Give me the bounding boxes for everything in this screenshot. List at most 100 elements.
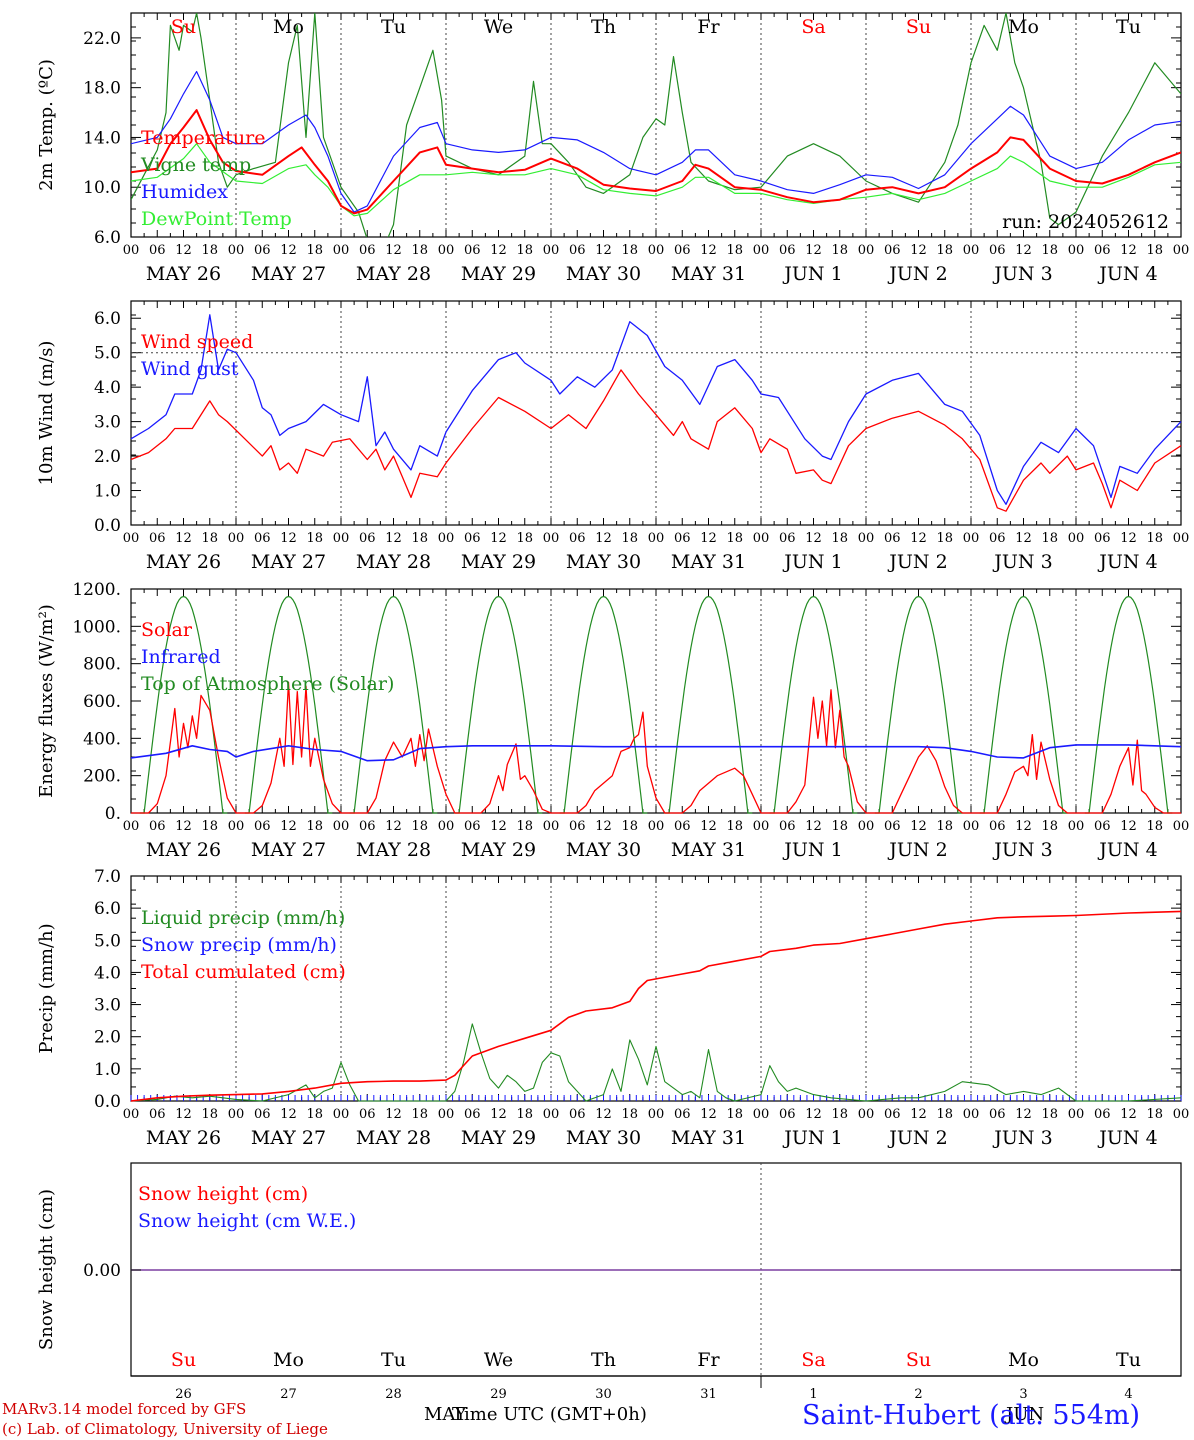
hour-tick-label: 00 [228,1107,245,1122]
y-tick-label: 0.0 [94,516,121,536]
y-tick-label: 1000. [72,617,121,637]
hour-tick-label: 18 [201,243,218,258]
hour-tick-label: 18 [516,531,533,546]
hour-tick-label: 00 [123,531,140,546]
hour-tick-label: 18 [516,243,533,258]
date-label: MAY 31 [671,551,746,573]
hour-tick-label: 00 [1068,531,1085,546]
y-tick-label: 18.0 [83,79,121,99]
date-label: JUN 3 [992,263,1052,285]
hour-tick-label: 06 [989,819,1006,834]
date-label: MAY 26 [146,839,221,861]
hour-tick-label: 12 [805,1107,822,1122]
date-label: MAY 26 [146,551,221,573]
hour-tick-label: 06 [569,243,586,258]
hour-tick-label: 18 [621,531,638,546]
day-number-label: 4 [1124,1387,1132,1402]
model-credit: MARv3.14 model forced by GFS [2,1400,247,1418]
date-label: MAY 26 [146,1127,221,1149]
hour-tick-label: 12 [385,531,402,546]
date-label: MAY 28 [356,1127,431,1149]
hour-tick-label: 18 [1041,531,1058,546]
toa-arc [244,595,333,814]
y-axis-title: Energy fluxes (W/m²) [36,604,57,798]
date-label: MAY 28 [356,263,431,285]
hour-tick-label: 00 [123,1107,140,1122]
hour-tick-label: 00 [543,819,560,834]
date-label: MAY 30 [566,839,641,861]
y-tick-label: 5.0 [94,344,121,364]
hour-tick-label: 12 [385,819,402,834]
day-number-label: 31 [700,1387,717,1402]
date-label: JUN 1 [782,1127,842,1149]
y-tick-label: 6.0 [94,228,121,248]
date-label: JUN 3 [992,1127,1052,1149]
hour-tick-label: 18 [201,531,218,546]
y-tick-label: 2.0 [94,447,121,467]
date-label: MAY 27 [251,551,326,573]
legend-entry: DewPoint Temp [141,208,292,230]
hour-tick-label: 00 [438,243,455,258]
y-tick-label: 10.0 [83,178,121,198]
hour-tick-label: 12 [805,531,822,546]
hour-tick-label: 18 [831,243,848,258]
day-name-label: Su [906,16,931,38]
hour-tick-label: 06 [464,531,481,546]
day-name-label: Tu [1116,16,1141,38]
lab-credit: (c) Lab. of Climatology, University of L… [2,1420,328,1438]
hour-tick-label: 00 [963,819,980,834]
day-number-label: 27 [280,1387,297,1402]
hour-tick-label: 06 [464,1107,481,1122]
hour-tick-label: 12 [1015,531,1032,546]
y-tick-label: 200. [83,767,121,787]
date-label: JUN 4 [1097,1127,1157,1149]
hour-tick-label: 06 [149,243,166,258]
hour-tick-label: 06 [989,531,1006,546]
hour-tick-label: 18 [516,819,533,834]
date-label: JUN 4 [1097,551,1157,573]
hour-tick-label: 12 [280,1107,297,1122]
legend-entry: Snow precip (mm/h) [141,934,337,956]
hour-tick-label: 06 [884,1107,901,1122]
hour-tick-label: 00 [1173,243,1190,258]
hour-tick-label: 12 [1015,819,1032,834]
legend-entry: Snow height (cm W.E.) [138,1210,356,1232]
y-tick-label: 400. [83,729,121,749]
date-label: JUN 2 [887,263,947,285]
date-label: MAY 30 [566,1127,641,1149]
series-line [131,13,1181,237]
hour-tick-label: 18 [726,243,743,258]
day-name-label: Su [906,1349,931,1371]
hour-tick-label: 06 [674,819,691,834]
y-tick-label: 1.0 [94,1060,121,1080]
hour-tick-label: 12 [805,243,822,258]
date-label: MAY 28 [356,551,431,573]
station-name: Saint-Hubert (alt. 554m) [802,1400,1141,1431]
hour-tick-label: 00 [333,819,350,834]
y-axis-title: 2m Temp. (ºC) [36,59,57,191]
legend-entry: Top of Atmosphere (Solar) [141,673,394,695]
day-name-label: We [484,1349,513,1371]
panel-1: 00 06 12 18 00 06 12 18 00 06 12 18 00 06 12 18 00 06 12 18… [36,12,1190,285]
hour-tick-label: 18 [306,1107,323,1122]
day-number-label: 1 [809,1387,817,1402]
hour-tick-label: 12 [280,531,297,546]
hour-tick-label: 06 [254,531,271,546]
hour-tick-label: 00 [228,531,245,546]
hour-tick-label: 18 [1041,243,1058,258]
hour-tick-label: 18 [1041,1107,1058,1122]
hour-tick-label: 00 [648,1107,665,1122]
day-name-label: Tu [1116,1349,1141,1371]
hour-tick-label: 12 [280,819,297,834]
y-axis-title: Precip (mm/h) [36,923,57,1053]
hour-tick-label: 00 [648,243,665,258]
date-label: MAY 26 [146,263,221,285]
date-label: MAY 29 [461,1127,536,1149]
hour-tick-label: 12 [175,243,192,258]
hour-tick-label: 12 [1015,1107,1032,1122]
hour-tick-label: 18 [306,819,323,834]
hour-tick-label: 06 [254,1107,271,1122]
toa-arc [979,595,1068,814]
toa-arc [1084,595,1173,814]
hour-tick-label: 06 [149,531,166,546]
